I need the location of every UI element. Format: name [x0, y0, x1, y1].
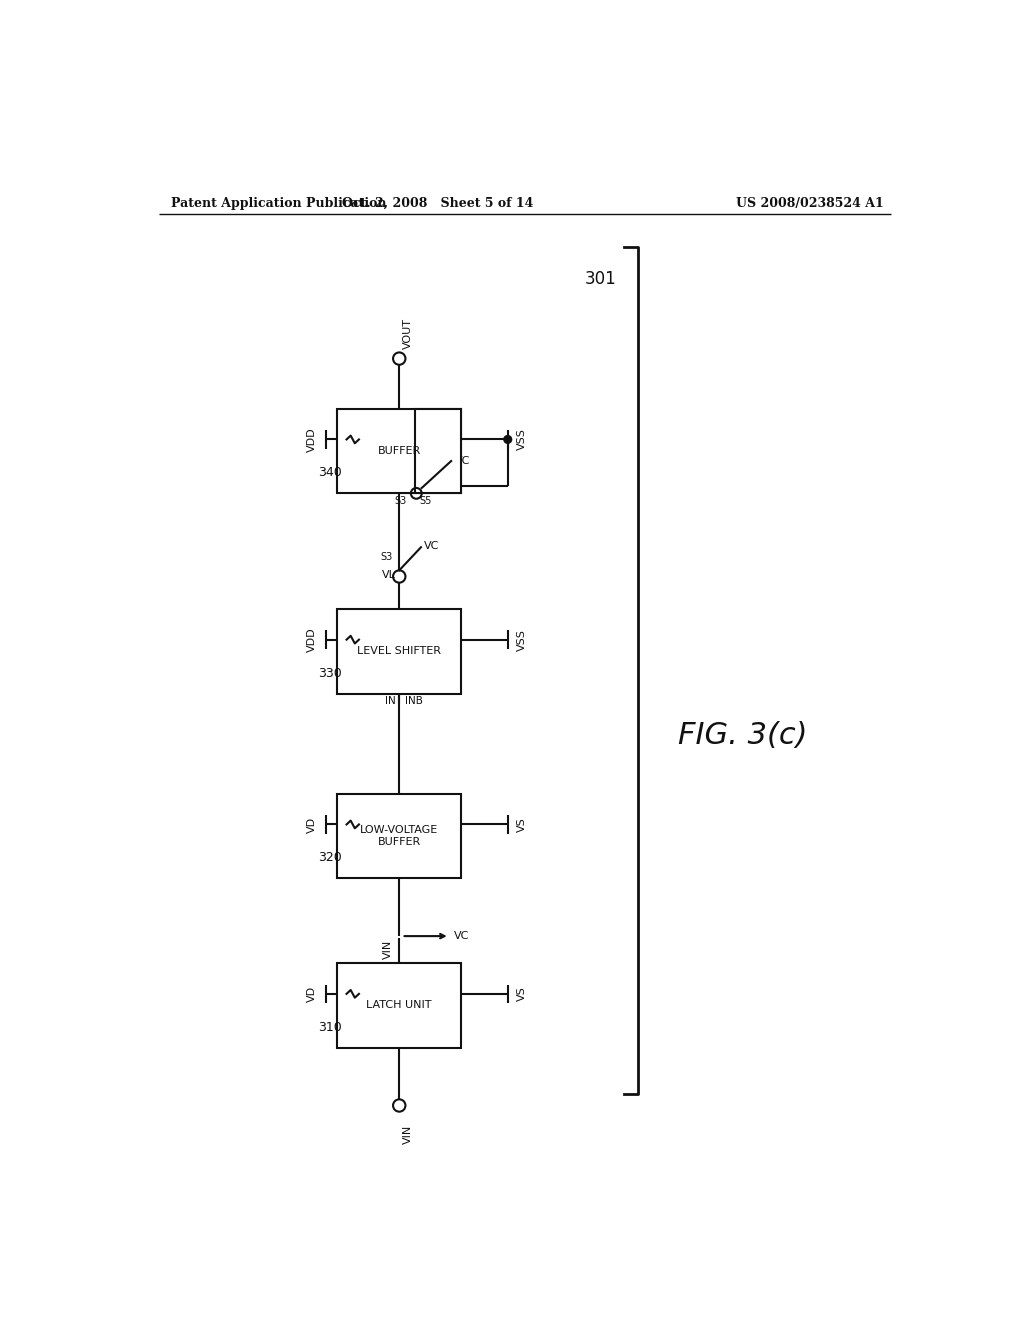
Text: 310: 310 [317, 1020, 341, 1034]
Text: LOW-VOLTAGE
BUFFER: LOW-VOLTAGE BUFFER [360, 825, 438, 847]
Bar [337, 409, 461, 494]
Text: LATCH UNIT: LATCH UNIT [367, 1001, 432, 1010]
Text: S3: S3 [381, 552, 393, 562]
Text: VD: VD [306, 816, 316, 833]
Text: 301: 301 [585, 271, 616, 288]
Text: VL: VL [382, 570, 395, 579]
Text: INB: INB [406, 696, 423, 706]
Bar [337, 964, 461, 1048]
Text: LEVEL SHIFTER: LEVEL SHIFTER [357, 647, 441, 656]
Text: VDD: VDD [306, 627, 316, 652]
Text: VC: VC [455, 455, 470, 466]
Text: VOUT: VOUT [403, 318, 413, 350]
Text: IN: IN [385, 696, 395, 706]
Bar [415, 409, 461, 494]
Text: VS: VS [517, 986, 526, 1002]
Text: S5: S5 [420, 496, 432, 507]
Text: Patent Application Publication: Patent Application Publication [171, 197, 386, 210]
Text: VD: VD [306, 986, 316, 1002]
Text: BUFFER: BUFFER [378, 446, 421, 455]
Text: VC: VC [424, 541, 439, 550]
Text: 330: 330 [317, 667, 341, 680]
Text: VDD: VDD [306, 428, 316, 451]
Text: FIG. 3(c): FIG. 3(c) [678, 722, 808, 750]
Text: VIN: VIN [403, 1125, 413, 1144]
Text: VSS: VSS [517, 628, 526, 651]
Text: VIN: VIN [383, 940, 393, 958]
Text: VS: VS [517, 817, 526, 832]
Text: 340: 340 [317, 466, 341, 479]
Bar [337, 793, 461, 878]
Bar [337, 609, 461, 693]
Text: S3: S3 [394, 496, 407, 507]
Text: VC: VC [454, 931, 469, 941]
Circle shape [504, 436, 512, 444]
Text: 320: 320 [317, 851, 341, 865]
Text: VSS: VSS [517, 429, 526, 450]
Text: US 2008/0238524 A1: US 2008/0238524 A1 [736, 197, 884, 210]
Text: Oct. 2, 2008   Sheet 5 of 14: Oct. 2, 2008 Sheet 5 of 14 [342, 197, 534, 210]
